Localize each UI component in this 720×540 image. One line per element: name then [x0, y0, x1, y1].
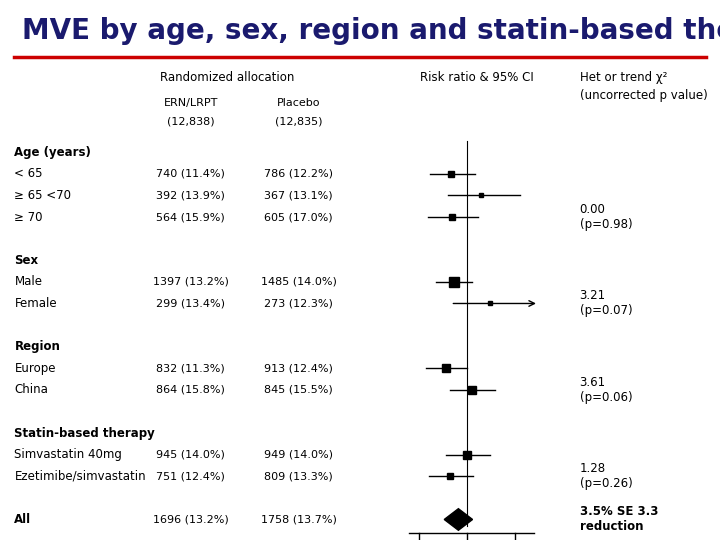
Text: MVE by age, sex, region and statin-based therapy: MVE by age, sex, region and statin-based… — [22, 17, 720, 45]
Text: < 65: < 65 — [14, 167, 43, 180]
Text: 949 (14.0%): 949 (14.0%) — [264, 450, 333, 460]
Text: 1397 (13.2%): 1397 (13.2%) — [153, 277, 229, 287]
Text: 564 (15.9%): 564 (15.9%) — [156, 212, 225, 222]
Text: Statin-based therapy: Statin-based therapy — [14, 427, 155, 440]
Text: 3.21
(p=0.07): 3.21 (p=0.07) — [580, 289, 632, 318]
Text: ≥ 65 <70: ≥ 65 <70 — [14, 189, 71, 202]
Text: (uncorrected p value): (uncorrected p value) — [580, 89, 707, 102]
Text: 1485 (14.0%): 1485 (14.0%) — [261, 277, 337, 287]
Text: 1758 (13.7%): 1758 (13.7%) — [261, 515, 337, 524]
Text: 3.61
(p=0.06): 3.61 (p=0.06) — [580, 376, 632, 404]
Text: Randomized allocation: Randomized allocation — [160, 71, 294, 84]
Text: Risk ratio & 95% CI: Risk ratio & 95% CI — [420, 71, 534, 84]
Text: 945 (14.0%): 945 (14.0%) — [156, 450, 225, 460]
Text: 751 (12.4%): 751 (12.4%) — [156, 471, 225, 481]
Text: 1696 (13.2%): 1696 (13.2%) — [153, 515, 229, 524]
Text: 3.5% SE 3.3
reduction: 3.5% SE 3.3 reduction — [580, 505, 658, 534]
Text: Simvastatin 40mg: Simvastatin 40mg — [14, 448, 122, 461]
Text: 273 (12.3%): 273 (12.3%) — [264, 299, 333, 308]
Text: Sex: Sex — [14, 254, 39, 267]
Text: ERN/LRPT: ERN/LRPT — [163, 98, 218, 109]
Text: 392 (13.9%): 392 (13.9%) — [156, 191, 225, 200]
Text: China: China — [14, 383, 48, 396]
Text: 809 (13.3%): 809 (13.3%) — [264, 471, 333, 481]
Text: Ezetimibe/simvastatin: Ezetimibe/simvastatin — [14, 470, 146, 483]
Text: Het or trend χ²: Het or trend χ² — [580, 71, 667, 84]
Text: 740 (11.4%): 740 (11.4%) — [156, 169, 225, 179]
Text: Placebo: Placebo — [277, 98, 320, 109]
Text: 367 (13.1%): 367 (13.1%) — [264, 191, 333, 200]
Text: 786 (12.2%): 786 (12.2%) — [264, 169, 333, 179]
Text: Region: Region — [14, 340, 60, 353]
Text: (12,838): (12,838) — [167, 116, 215, 126]
Text: All: All — [14, 513, 32, 526]
Text: 832 (11.3%): 832 (11.3%) — [156, 363, 225, 373]
Text: 0.00
(p=0.98): 0.00 (p=0.98) — [580, 203, 632, 231]
Text: 913 (12.4%): 913 (12.4%) — [264, 363, 333, 373]
Text: Male: Male — [14, 275, 42, 288]
Text: 299 (13.4%): 299 (13.4%) — [156, 299, 225, 308]
Polygon shape — [444, 509, 472, 530]
Text: 605 (17.0%): 605 (17.0%) — [264, 212, 333, 222]
Text: Female: Female — [14, 297, 57, 310]
Text: ≥ 70: ≥ 70 — [14, 211, 43, 224]
Text: (12,835): (12,835) — [275, 116, 323, 126]
Text: Age (years): Age (years) — [14, 146, 91, 159]
Text: 864 (15.8%): 864 (15.8%) — [156, 385, 225, 395]
Text: 845 (15.5%): 845 (15.5%) — [264, 385, 333, 395]
Text: 1.28
(p=0.26): 1.28 (p=0.26) — [580, 462, 632, 490]
Text: Europe: Europe — [14, 362, 56, 375]
